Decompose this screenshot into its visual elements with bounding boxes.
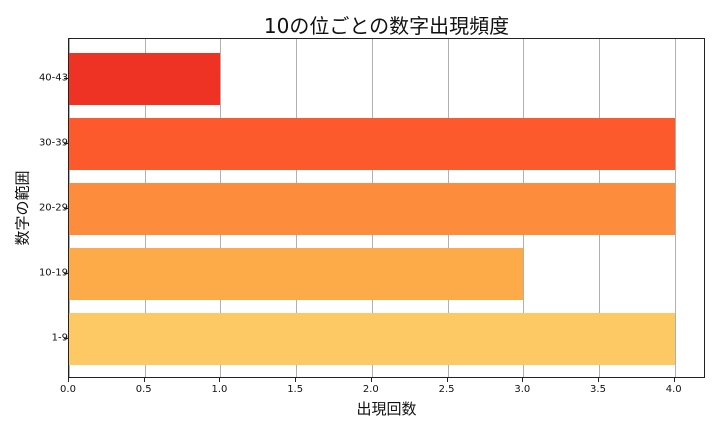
- bar-20-29: [69, 183, 675, 235]
- x-tick-label: 3.5: [590, 384, 606, 395]
- y-tick-label: 20-29: [38, 202, 68, 214]
- x-tick-label: 2.0: [362, 384, 379, 395]
- x-tick-mark: [295, 378, 297, 382]
- x-tick-mark: [673, 378, 675, 382]
- x-tick-mark: [143, 378, 145, 382]
- y-tick-label: 40-43: [38, 72, 68, 84]
- chart-title: 10の位ごとの数字出現頻度: [263, 14, 510, 38]
- x-axis-label: 出現回数: [356, 400, 417, 418]
- y-tick-mark: [64, 143, 68, 144]
- x-tick-mark: [219, 378, 221, 382]
- plot-area: [68, 38, 705, 378]
- y-tick-label: 10-19: [38, 267, 68, 279]
- x-tick-label: 1.5: [287, 384, 304, 395]
- bar-30-39: [69, 118, 675, 170]
- x-tick-label: 2.5: [438, 384, 455, 395]
- x-tick-label: 1.0: [211, 384, 228, 395]
- y-tick-mark: [64, 78, 68, 79]
- x-tick-mark: [370, 378, 372, 382]
- y-axis-label: 数字の範囲: [13, 170, 32, 246]
- x-tick-mark: [68, 378, 69, 382]
- y-tick-label: 1-9: [51, 332, 68, 344]
- x-tick-mark: [446, 378, 448, 382]
- y-tick-mark: [64, 273, 68, 274]
- x-tick-label: 4.0: [665, 384, 682, 395]
- x-gridline: [674, 39, 676, 377]
- y-tick-label: 30-39: [38, 137, 68, 149]
- bar-1-9: [69, 313, 675, 365]
- bar-10-19: [69, 248, 524, 300]
- x-tick-mark: [598, 378, 599, 382]
- x-tick-mark: [522, 378, 524, 382]
- x-tick-label: 0.0: [60, 384, 76, 395]
- y-tick-mark: [64, 338, 68, 339]
- bar-40-43: [69, 53, 221, 105]
- x-tick-label: 0.5: [135, 384, 152, 395]
- x-tick-label: 3.0: [514, 384, 531, 395]
- y-tick-mark: [64, 208, 68, 209]
